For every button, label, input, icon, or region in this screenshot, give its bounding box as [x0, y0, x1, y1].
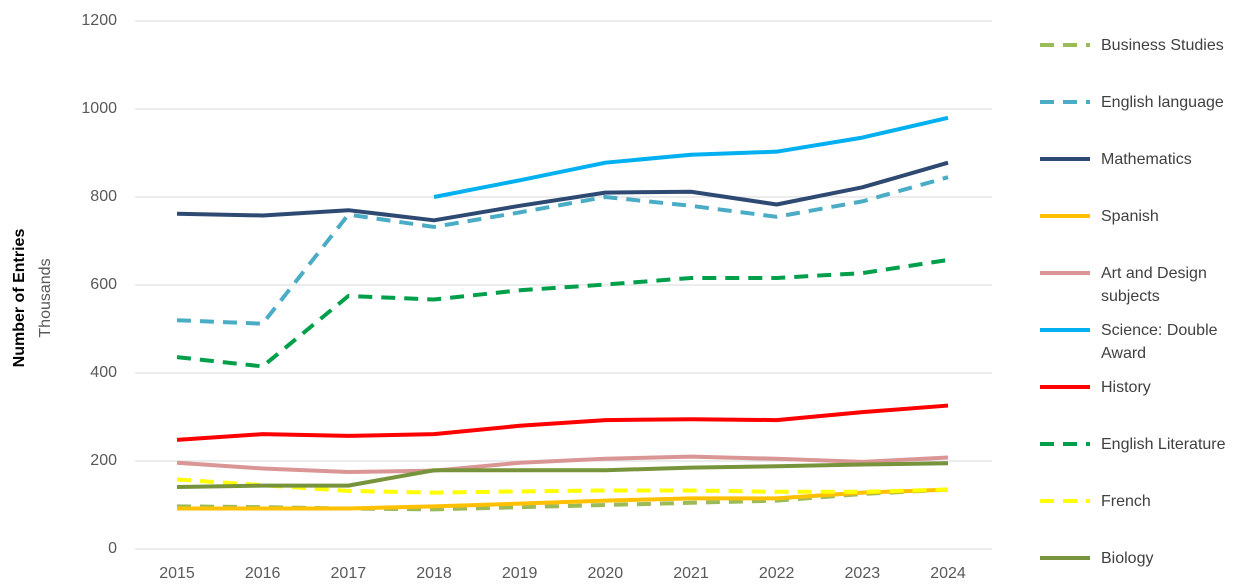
- x-tick-label: 2016: [245, 565, 281, 582]
- x-tick-label: 2020: [588, 565, 624, 582]
- legend-label: History: [1101, 379, 1151, 396]
- legend-label: Business Studies: [1101, 37, 1224, 54]
- series-line: [176, 257, 949, 369]
- series-line: [176, 160, 949, 223]
- legend-label: Science: Double Award: [1101, 322, 1218, 362]
- x-tick-label: 2015: [159, 565, 195, 582]
- x-tick-label: 2019: [502, 565, 538, 582]
- series-line: [176, 461, 949, 489]
- x-tick-label: 2022: [759, 565, 795, 582]
- legend-label: Mathematics: [1101, 151, 1192, 168]
- x-tick-label: 2023: [845, 565, 881, 582]
- legend-label: English Literature: [1101, 436, 1226, 453]
- y-tick-label: 800: [90, 188, 117, 205]
- y-axis-unit: Thousands: [37, 258, 54, 337]
- series-line: [176, 477, 949, 495]
- legend-label: Biology: [1101, 550, 1154, 567]
- y-tick-label: 1000: [81, 100, 117, 117]
- legend-label: Art and Design subjects: [1101, 265, 1207, 305]
- x-tick-label: 2017: [331, 565, 367, 582]
- y-tick-label: 0: [108, 540, 117, 557]
- y-tick-label: 200: [90, 452, 117, 469]
- series-line: [176, 454, 949, 474]
- y-axis-title: Number of Entries: [11, 229, 28, 368]
- series-line: [433, 115, 949, 199]
- y-tick-label: 400: [90, 364, 117, 381]
- legend-label: English language: [1101, 94, 1224, 111]
- y-tick-label: 600: [90, 276, 117, 293]
- y-tick-label: 1200: [81, 12, 117, 29]
- series-line: [177, 487, 949, 511]
- series-line: [176, 175, 949, 326]
- legend-label: French: [1101, 493, 1151, 510]
- series-line: [176, 403, 949, 442]
- legend-label: Spanish: [1101, 208, 1159, 225]
- x-tick-label: 2024: [930, 565, 966, 582]
- x-tick-label: 2021: [673, 565, 709, 582]
- x-tick-label: 2018: [416, 565, 452, 582]
